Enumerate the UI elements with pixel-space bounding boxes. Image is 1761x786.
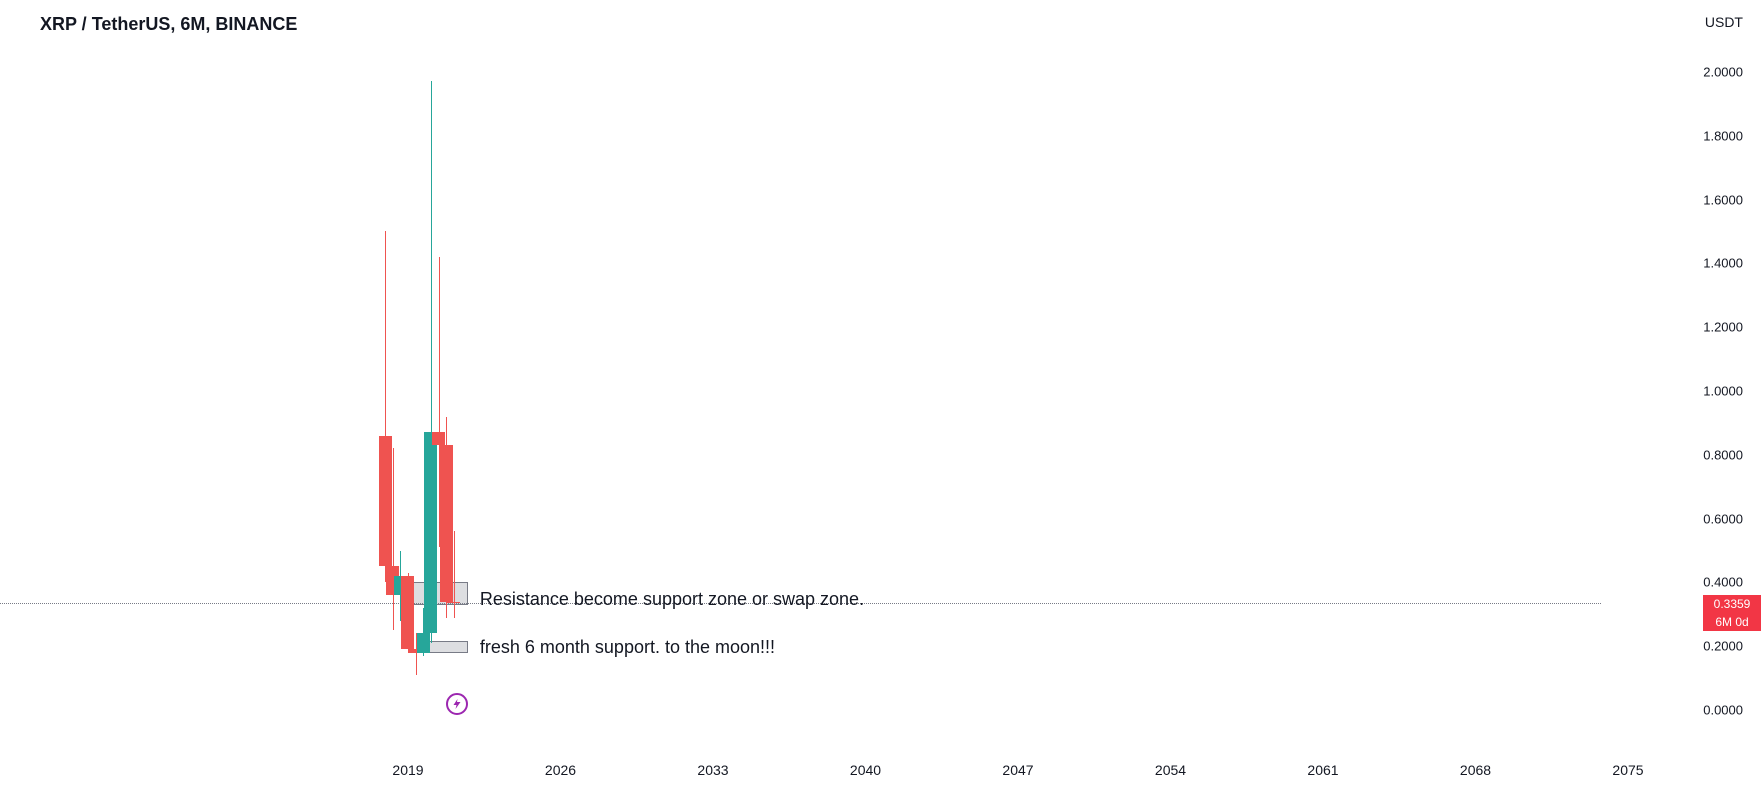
price-axis-tick: 2.0000 — [1703, 64, 1743, 79]
candle-body[interactable] — [417, 633, 430, 652]
time-axis-tick: 2040 — [850, 762, 881, 778]
chart-annotation-text[interactable]: Resistance become support zone or swap z… — [480, 589, 864, 610]
time-axis: 2019202620332040204720542061206820752082 — [0, 758, 1761, 778]
candle-wick — [454, 531, 455, 617]
price-axis-tick: 0.8000 — [1703, 447, 1743, 462]
time-axis-tick: 2061 — [1307, 762, 1338, 778]
price-axis-tick: 1.0000 — [1703, 383, 1743, 398]
current-price-value: 0.3359 — [1703, 595, 1761, 613]
price-axis-tick: 0.4000 — [1703, 575, 1743, 590]
time-axis-tick: 2026 — [545, 762, 576, 778]
price-axis-tick: 1.6000 — [1703, 192, 1743, 207]
price-axis-tick: 1.4000 — [1703, 256, 1743, 271]
time-axis-tick: 2019 — [392, 762, 423, 778]
time-axis-tick: 2068 — [1460, 762, 1491, 778]
time-axis-tick: 2033 — [697, 762, 728, 778]
time-axis-tick: 2047 — [1002, 762, 1033, 778]
candle-body[interactable] — [432, 432, 445, 445]
chart-plot-area[interactable]: Resistance become support zone or swap z… — [0, 0, 1681, 752]
candle-body[interactable] — [424, 432, 437, 633]
candle-body[interactable] — [447, 602, 460, 603]
price-axis-unit: USDT — [1705, 14, 1743, 30]
current-price-tag: 0.33596M 0d — [1703, 595, 1761, 631]
price-axis: USDT 2.0000 1.8000 1.6000 1.4000 1.2000 1.000… — [1681, 0, 1761, 786]
price-axis-tick: 0.2000 — [1703, 639, 1743, 654]
candle-wick — [393, 448, 394, 630]
candle-body[interactable] — [401, 576, 414, 649]
price-axis-tick: 1.8000 — [1703, 128, 1743, 143]
chart-annotation-text[interactable]: fresh 6 month support. to the moon!!! — [480, 637, 775, 658]
candle-body[interactable] — [440, 445, 453, 601]
time-axis-tick: 2054 — [1155, 762, 1186, 778]
current-price-countdown: 6M 0d — [1703, 613, 1761, 631]
time-axis-tick: 2075 — [1612, 762, 1643, 778]
price-axis-tick: 0.0000 — [1703, 703, 1743, 718]
price-axis-tick: 1.2000 — [1703, 320, 1743, 335]
price-axis-tick: 0.6000 — [1703, 511, 1743, 526]
lightning-icon[interactable] — [446, 693, 468, 715]
candle-body[interactable] — [379, 436, 392, 567]
